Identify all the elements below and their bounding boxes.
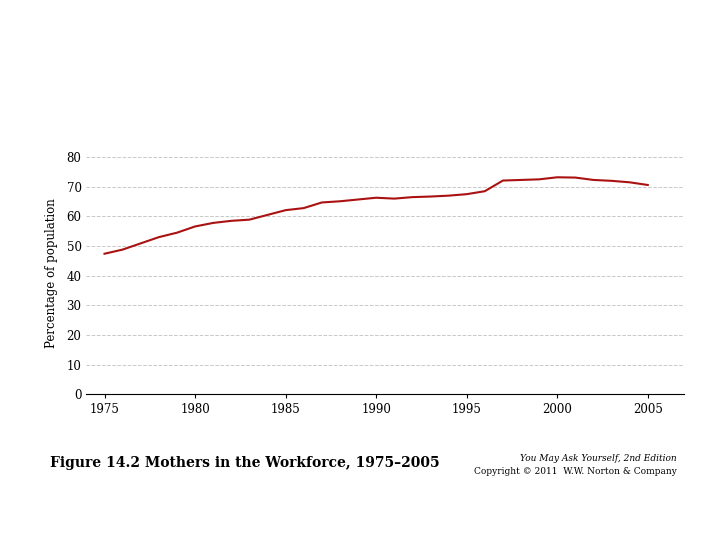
Text: Copyright © 2011  W.W. Norton & Company: Copyright © 2011 W.W. Norton & Company (474, 467, 677, 476)
Y-axis label: Percentage of population: Percentage of population (45, 198, 58, 348)
Text: Figure 14.2 Mothers in the Workforce, 1975–2005: Figure 14.2 Mothers in the Workforce, 19… (50, 456, 440, 470)
Text: You May Ask Yourself, 2nd Edition: You May Ask Yourself, 2nd Edition (520, 454, 677, 463)
